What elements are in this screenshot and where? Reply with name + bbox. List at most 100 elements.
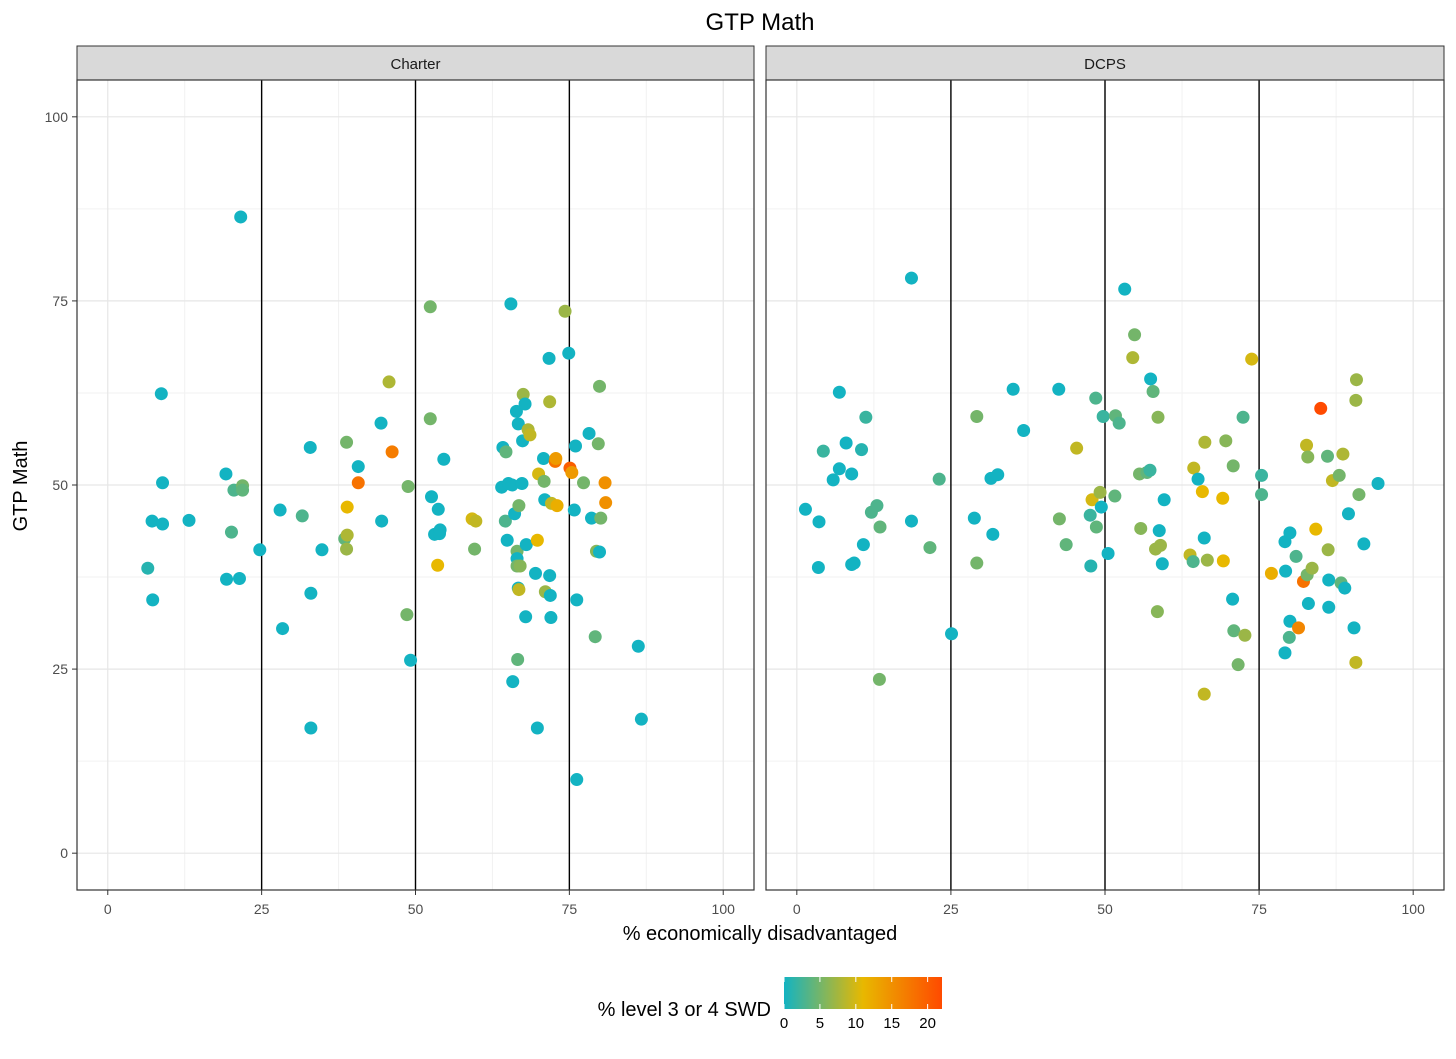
data-point [437, 452, 451, 466]
data-point [236, 483, 250, 497]
data-point [340, 435, 354, 449]
data-point [1070, 441, 1084, 455]
data-point [423, 300, 437, 314]
y-tick-label: 25 [52, 661, 68, 677]
data-point [515, 477, 529, 491]
data-point [145, 514, 159, 528]
data-point [1094, 500, 1108, 514]
data-point [544, 611, 558, 625]
data-point [519, 538, 533, 552]
data-point [1338, 581, 1352, 595]
legend-tick-label: 15 [883, 1015, 900, 1032]
data-point [537, 451, 551, 465]
legend-colorbar [784, 977, 942, 1009]
data-point [872, 672, 886, 686]
y-tick-label: 100 [45, 109, 69, 125]
data-point [433, 523, 447, 537]
data-point [1305, 561, 1319, 575]
data-point [295, 509, 309, 523]
data-point [340, 542, 354, 556]
data-point [253, 543, 267, 557]
data-point [567, 503, 581, 517]
data-point [1219, 434, 1233, 448]
data-point [1283, 526, 1297, 540]
data-point [1289, 549, 1303, 563]
data-point [1216, 491, 1230, 505]
data-point [499, 445, 513, 459]
x-axis-title: % economically disadvantaged [623, 923, 898, 945]
data-point [404, 653, 418, 667]
data-point [340, 500, 354, 514]
data-point [519, 610, 533, 624]
data-point [1200, 553, 1214, 567]
data-point [518, 397, 532, 411]
data-point [276, 622, 290, 636]
data-point [224, 525, 238, 539]
data-point [219, 467, 233, 481]
data-point [351, 460, 365, 474]
data-point [1198, 435, 1212, 449]
data-point [1282, 630, 1296, 644]
data-point [1084, 559, 1098, 573]
data-point [523, 428, 537, 442]
legend-tick-label: 20 [919, 1015, 936, 1032]
data-point [1322, 573, 1336, 587]
data-point [582, 426, 596, 440]
data-point [904, 514, 918, 528]
x-tick-label: 75 [562, 901, 578, 917]
data-point [1278, 646, 1292, 660]
x-tick-label: 100 [1402, 901, 1426, 917]
data-point [537, 474, 551, 488]
data-point [1096, 410, 1110, 424]
data-point [631, 639, 645, 653]
data-point [504, 297, 518, 311]
data-point [146, 593, 160, 607]
data-point [1101, 546, 1115, 560]
data-point [512, 583, 526, 597]
data-point [826, 473, 840, 487]
data-point [550, 499, 564, 513]
data-point [1083, 508, 1097, 522]
data-point [304, 586, 318, 600]
data-point [970, 556, 984, 570]
data-point [1357, 537, 1371, 551]
data-point [870, 499, 884, 513]
strip-background [76, 45, 755, 81]
data-point [1245, 352, 1259, 366]
data-point [1349, 373, 1363, 387]
strip-label: Charter [390, 56, 440, 73]
y-axis-title: GTP Math [10, 441, 32, 532]
chart-title: GTP Math [706, 9, 815, 36]
data-point [512, 499, 526, 513]
data-point [431, 558, 445, 572]
data-point [425, 490, 439, 504]
data-point [1059, 538, 1073, 552]
data-point [1006, 382, 1020, 396]
data-point [565, 465, 579, 479]
data-point [530, 533, 544, 547]
x-tick-label: 25 [943, 901, 959, 917]
data-point [340, 528, 354, 542]
x-tick-label: 50 [408, 901, 424, 917]
data-point [232, 572, 246, 586]
data-point [839, 436, 853, 450]
data-point [382, 375, 396, 389]
data-point [1153, 538, 1167, 552]
data-point [156, 517, 170, 531]
data-point [1352, 488, 1366, 502]
data-point [1089, 391, 1103, 405]
data-point [1186, 555, 1200, 569]
data-point [529, 566, 543, 580]
data-point [273, 503, 287, 517]
data-point [1197, 687, 1211, 701]
data-point [923, 541, 937, 555]
x-tick-label: 75 [1251, 901, 1267, 917]
data-point [1134, 521, 1148, 535]
data-point [543, 395, 557, 409]
data-point [569, 439, 583, 453]
data-point [1157, 493, 1171, 507]
data-point [1236, 410, 1250, 424]
data-point [1279, 564, 1293, 578]
data-point [1226, 459, 1240, 473]
